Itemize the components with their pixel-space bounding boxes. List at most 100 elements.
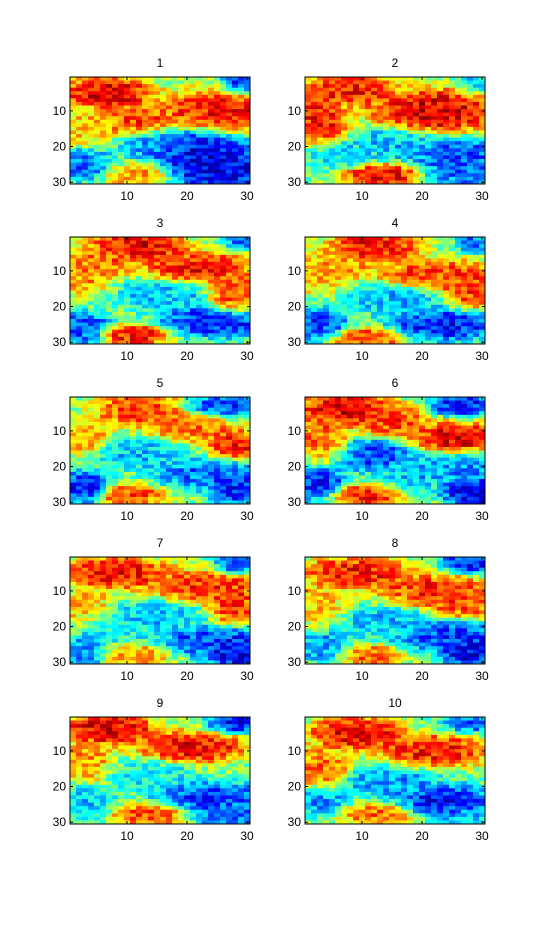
heatmap-cell [160, 123, 167, 128]
heatmap-cell [377, 286, 384, 291]
heatmap-cell [413, 77, 420, 81]
heatmap-cell [70, 77, 77, 81]
heatmap-cell [238, 329, 245, 334]
heatmap-cell [383, 304, 390, 309]
heatmap-cell [473, 279, 480, 284]
heatmap-cell [329, 77, 336, 81]
heatmap-cell [88, 254, 95, 259]
heatmap-cell [347, 336, 354, 341]
heatmap-cell [437, 101, 444, 106]
heatmap-cell [238, 471, 245, 476]
heatmap-cell [196, 475, 203, 480]
heatmap-cell [232, 333, 239, 338]
heatmap-cell [377, 94, 384, 99]
heatmap-cell [425, 84, 432, 89]
heatmap-cell [106, 421, 113, 426]
heatmap-cell [214, 151, 221, 156]
heatmap-cell [124, 144, 131, 149]
heatmap-cell [473, 126, 480, 131]
heatmap-cell [166, 493, 173, 498]
heatmap-cell [94, 464, 101, 469]
heatmap-cell [130, 400, 137, 405]
heatmap-cell [359, 119, 366, 124]
heatmap-cell [461, 247, 468, 252]
heatmap-cell [190, 126, 197, 131]
heatmap-cell [437, 134, 444, 138]
heatmap-cell [461, 326, 468, 331]
heatmap-cell [118, 450, 125, 455]
heatmap-cell [449, 425, 456, 430]
x-tick-label: 20 [180, 349, 194, 363]
heatmap-cell [353, 276, 360, 281]
heatmap-cell [431, 329, 438, 334]
heatmap-cell [100, 418, 107, 423]
heatmap-cell [76, 141, 83, 146]
heatmap-cell [136, 304, 143, 309]
heatmap-cell [184, 261, 191, 266]
heatmap-cell [449, 155, 456, 160]
heatmap-cell [148, 443, 155, 448]
heatmap-cell [437, 429, 444, 434]
heatmap-cell [479, 87, 486, 92]
heatmap-cell [395, 336, 402, 341]
heatmap-cell [431, 98, 438, 103]
heatmap-cell [76, 286, 83, 291]
heatmap-cell [166, 151, 173, 156]
heatmap-cell [178, 290, 185, 295]
heatmap-cell [184, 144, 191, 149]
heatmap-cell [184, 471, 191, 476]
heatmap-cell [473, 240, 480, 245]
heatmap-cell [142, 311, 149, 316]
heatmap-cell [479, 290, 486, 295]
heatmap-cell [407, 112, 414, 117]
heatmap-cell [208, 162, 215, 167]
heatmap-cell [401, 240, 408, 245]
heatmap-cell [238, 126, 245, 131]
heatmap-cell [82, 144, 89, 149]
heatmap-cell [407, 247, 414, 252]
heatmap-cell [401, 283, 408, 288]
subplot-title: 6 [392, 376, 399, 390]
heatmap-cell [323, 119, 330, 124]
heatmap-cell [443, 169, 450, 174]
heatmap-cell [323, 155, 330, 160]
heatmap-cell [347, 279, 354, 284]
heatmap-cell [329, 311, 336, 316]
heatmap-cell [136, 283, 143, 288]
heatmap-cell [341, 77, 348, 81]
heatmap-cell [383, 112, 390, 117]
heatmap-cell [401, 407, 408, 412]
heatmap-cell [166, 432, 173, 437]
heatmap-cell [419, 134, 426, 138]
heatmap-cell [112, 326, 119, 331]
heatmap-cell [196, 272, 203, 277]
heatmap-cell [112, 315, 119, 320]
heatmap-cell [353, 176, 360, 181]
heatmap-cell [244, 450, 251, 455]
heatmap-cell [359, 286, 366, 291]
heatmap-cell [214, 486, 221, 491]
heatmap-cell [407, 329, 414, 334]
heatmap-cell [142, 482, 149, 487]
heatmap-cell [455, 169, 462, 174]
heatmap-cell [100, 319, 107, 323]
heatmap-cell [214, 336, 221, 341]
heatmap-cell [112, 91, 119, 96]
heatmap-cell [196, 290, 203, 295]
heatmap-cell [377, 144, 384, 149]
heatmap-cell [232, 311, 239, 316]
heatmap-cell [317, 425, 324, 430]
heatmap-cell [130, 319, 137, 323]
heatmap-cell [118, 276, 125, 281]
heatmap-cell [383, 432, 390, 437]
heatmap-cell [76, 109, 83, 114]
heatmap-cell [359, 130, 366, 135]
heatmap-cell [335, 432, 342, 437]
heatmap-cell [413, 180, 420, 185]
heatmap-cell [353, 258, 360, 263]
heatmap-cell [196, 496, 203, 501]
heatmap-cell [190, 151, 197, 156]
heatmap-cell [305, 176, 312, 181]
heatmap-cell [449, 151, 456, 156]
heatmap-cell [329, 141, 336, 146]
